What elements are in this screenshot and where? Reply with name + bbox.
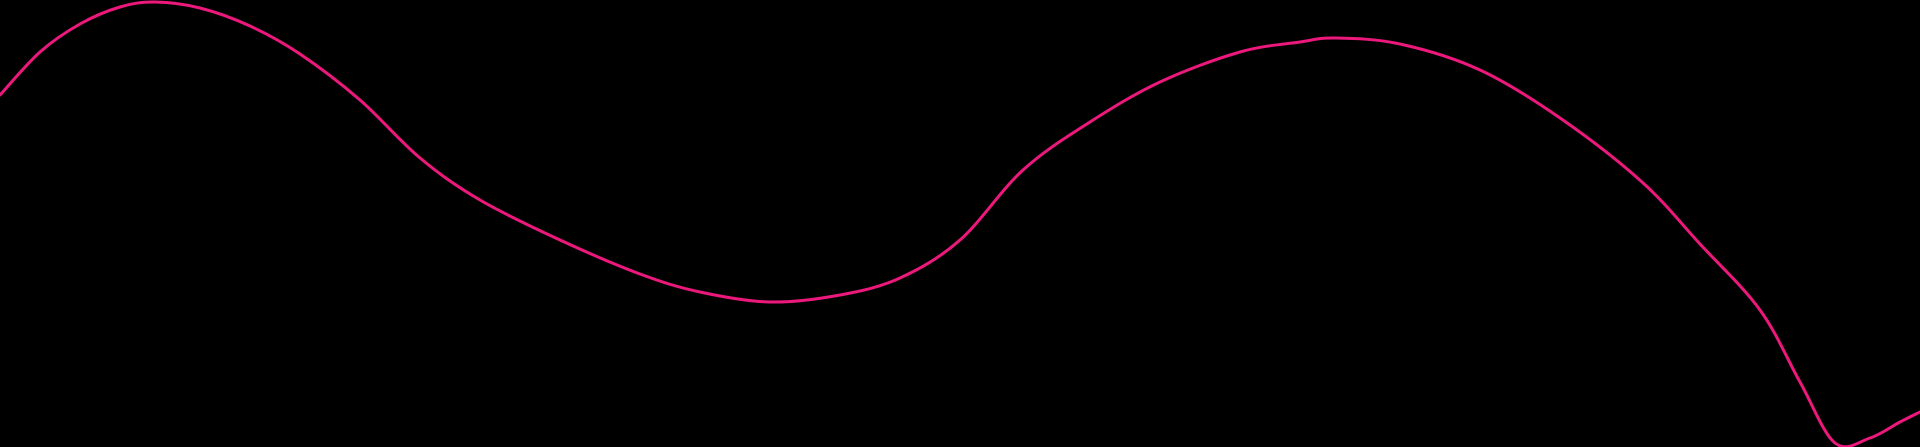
chart-background	[0, 0, 1920, 447]
wave-chart-canvas	[0, 0, 1920, 447]
wave-graphic-stage: Sine Wave Curve	[0, 0, 1920, 447]
sine-wave-curve-path	[0, 0, 1920, 447]
